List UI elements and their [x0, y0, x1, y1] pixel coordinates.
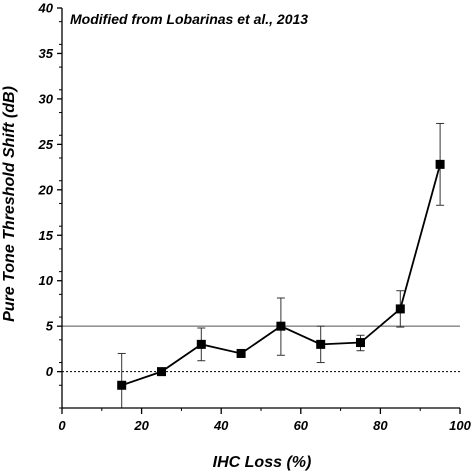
y-tick-label: 30 — [39, 91, 54, 106]
data-point-marker — [117, 380, 127, 390]
y-tick-label: 25 — [38, 137, 54, 152]
x-tick-label: 40 — [213, 418, 229, 433]
axes: 0 5 10 15 20 25 30 35 40 0 20 40 60 80 100 — [38, 1, 472, 434]
y-tick-label: 35 — [39, 46, 54, 61]
error-bars — [117, 122, 445, 409]
data-point-marker — [157, 367, 166, 377]
data-point-marker — [356, 338, 365, 348]
x-tick-label: 20 — [133, 418, 149, 433]
chart-annotation: Modified from Lobarinas et al., 2013 — [70, 11, 308, 27]
series — [117, 159, 445, 390]
y-tick-label: 0 — [46, 364, 54, 379]
data-point-marker — [196, 339, 206, 349]
y-tick-label: 15 — [39, 228, 54, 243]
y-tick-label: 20 — [38, 182, 54, 197]
reference-lines — [62, 325, 460, 373]
y-axis-title: Pure Tone Threshold Shift (dB) — [1, 86, 18, 322]
x-tick-label: 100 — [449, 418, 471, 433]
x-tick-label: 80 — [373, 418, 388, 433]
y-tick-label: 10 — [39, 273, 54, 288]
y-tick-label: 5 — [46, 319, 54, 334]
x-tick-label: 0 — [58, 418, 66, 433]
y-tick-label: 40 — [38, 1, 54, 16]
data-point-marker — [316, 339, 326, 349]
data-point-marker — [395, 304, 405, 314]
x-axis-title: IHC Loss (%) — [213, 454, 312, 471]
x-tick-label: 60 — [294, 418, 309, 433]
data-point-marker — [236, 348, 246, 358]
data-point-marker — [276, 321, 286, 331]
data-point-marker — [435, 159, 445, 169]
